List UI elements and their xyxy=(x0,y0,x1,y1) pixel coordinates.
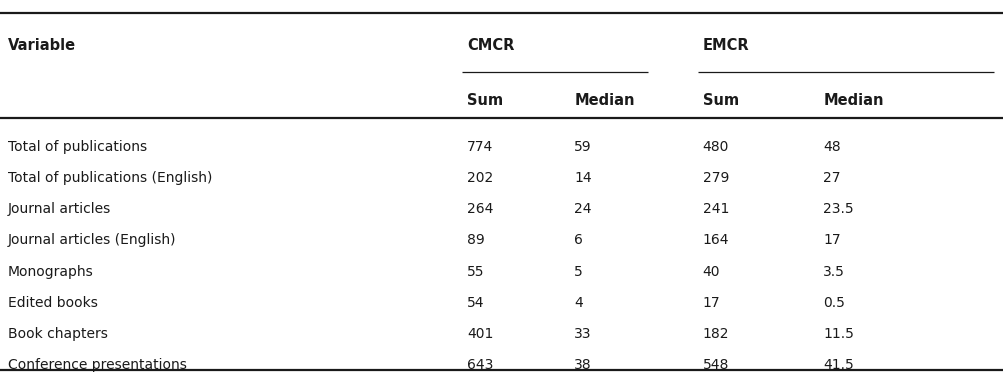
Text: CMCR: CMCR xyxy=(466,38,514,53)
Text: 11.5: 11.5 xyxy=(822,327,854,341)
Text: 5: 5 xyxy=(574,265,583,279)
Text: Variable: Variable xyxy=(8,38,76,53)
Text: 17: 17 xyxy=(822,234,841,247)
Text: Edited books: Edited books xyxy=(8,296,98,310)
Text: Conference presentations: Conference presentations xyxy=(8,359,187,372)
Text: 24: 24 xyxy=(574,202,591,216)
Text: 202: 202 xyxy=(466,171,492,185)
Text: Journal articles: Journal articles xyxy=(8,202,111,216)
Text: Sum: Sum xyxy=(702,93,738,109)
Text: 6: 6 xyxy=(574,234,583,247)
Text: 89: 89 xyxy=(466,234,484,247)
Text: 55: 55 xyxy=(466,265,483,279)
Text: Sum: Sum xyxy=(466,93,503,109)
Text: 23.5: 23.5 xyxy=(822,202,854,216)
Text: Median: Median xyxy=(574,93,634,109)
Text: 164: 164 xyxy=(702,234,728,247)
Text: 279: 279 xyxy=(702,171,728,185)
Text: Journal articles (English): Journal articles (English) xyxy=(8,234,177,247)
Text: 0.5: 0.5 xyxy=(822,296,845,310)
Text: 33: 33 xyxy=(574,327,591,341)
Text: 14: 14 xyxy=(574,171,592,185)
Text: 48: 48 xyxy=(822,140,841,154)
Text: 241: 241 xyxy=(702,202,728,216)
Text: 17: 17 xyxy=(702,296,720,310)
Text: 182: 182 xyxy=(702,327,728,341)
Text: Monographs: Monographs xyxy=(8,265,93,279)
Text: 59: 59 xyxy=(574,140,592,154)
Text: 27: 27 xyxy=(822,171,840,185)
Text: 40: 40 xyxy=(702,265,719,279)
Text: 54: 54 xyxy=(466,296,483,310)
Text: 774: 774 xyxy=(466,140,492,154)
Text: 401: 401 xyxy=(466,327,492,341)
Text: Book chapters: Book chapters xyxy=(8,327,107,341)
Text: 548: 548 xyxy=(702,359,728,372)
Text: 4: 4 xyxy=(574,296,583,310)
Text: Median: Median xyxy=(822,93,883,109)
Text: 41.5: 41.5 xyxy=(822,359,854,372)
Text: 264: 264 xyxy=(466,202,492,216)
Text: 3.5: 3.5 xyxy=(822,265,845,279)
Text: EMCR: EMCR xyxy=(702,38,748,53)
Text: 643: 643 xyxy=(466,359,492,372)
Text: Total of publications (English): Total of publications (English) xyxy=(8,171,213,185)
Text: Total of publications: Total of publications xyxy=(8,140,147,154)
Text: 38: 38 xyxy=(574,359,592,372)
Text: 480: 480 xyxy=(702,140,728,154)
